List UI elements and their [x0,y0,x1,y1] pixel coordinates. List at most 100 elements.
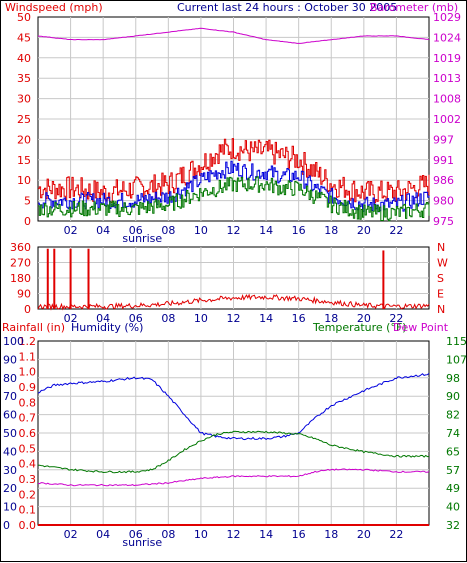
humidity-y-tick-label: 60 [3,409,17,422]
wind-panel-x-tick-label: 16 [292,224,306,237]
wind-panel-sunrise-label: sunrise [122,232,162,245]
rainfall-y-tick-label: 0.2 [19,488,37,501]
humidity-y-tick-label: 10 [3,501,17,514]
temperature-y-tick-label: 74 [446,427,460,440]
rainfall-y-tick-label: 1.1 [19,350,37,363]
compass-y-tick-label: E [437,288,444,301]
dew-point-axis-title: Dew Point [393,321,449,334]
temperature-y-tick-label: 107 [446,353,467,366]
barometer-y-tick-label: 997 [433,133,454,146]
temperature-y-tick-label: 32 [446,519,460,532]
wind-y-tick-label: 25 [17,113,31,126]
windspeed-axis-title: Windspeed (mph) [5,1,103,14]
wind-y-tick-label: 10 [17,174,31,187]
climate-panel-x-tick-label: 18 [324,528,338,541]
direction-panel-x-tick-label: 20 [357,312,371,325]
wind-minimum-line [38,176,430,222]
barometer-y-tick-label: 1002 [433,113,461,126]
temperature-y-tick-label: 57 [446,464,460,477]
direction-line [37,293,430,311]
wind-y-tick-label: 15 [17,154,31,167]
barometer-y-tick-label: 986 [433,174,454,187]
climate-panel-x-tick-label: 16 [292,528,306,541]
barometer-axis-title: Barometer (mb) [370,1,458,14]
temperature-y-tick-label: 40 [446,501,460,514]
barometer-y-tick-label: 1029 [433,11,461,24]
temperature-line [37,430,430,474]
rainfall-y-tick-label: 0.0 [19,519,37,532]
climate-panel-x-tick-label: 08 [161,528,175,541]
direction-panel-x-tick-label: 04 [96,312,110,325]
rainfall-y-tick-label: 0.1 [19,504,37,517]
temperature-y-tick-label: 65 [446,445,460,458]
rainfall-y-tick-label: 0.9 [19,381,37,394]
wind-panel-x-tick-label: 06 [129,224,143,237]
humidity-y-tick-label: 40 [3,445,17,458]
wind-panel-x-tick-label: 08 [161,224,175,237]
rainfall-y-tick-label: 0.4 [19,458,37,471]
humidity-y-tick-label: 20 [3,482,17,495]
direction-panel-x-tick-label: 18 [324,312,338,325]
temperature-y-tick-label: 98 [446,372,460,385]
barometer-y-tick-label: 975 [433,215,454,228]
direction-y-tick-label: 0 [24,303,31,316]
humidity-axis-title: Humidity (%) [71,321,143,334]
wind-gust-line [38,138,430,204]
wind-y-tick-label: 30 [17,93,31,106]
climate-panel-x-tick-label: 06 [129,528,143,541]
wind-panel-x-tick-label: 02 [64,224,78,237]
compass-y-tick-label: N [437,303,445,316]
climate-panel-x-tick-label: 12 [227,528,241,541]
humidity-y-tick-label: 30 [3,464,17,477]
humidity-line [37,373,430,441]
climate-panel-x-tick-label: 02 [64,528,78,541]
direction-y-tick-label: 90 [17,288,31,301]
barometer-y-tick-label: 1024 [433,31,461,44]
direction-panel-x-tick-label: 22 [389,312,403,325]
rainfall-y-tick-label: 0.7 [19,412,37,425]
wind-panel-x-tick-label: 10 [194,224,208,237]
rainfall-y-tick-label: 0.8 [19,396,37,409]
chart-title: Current last 24 hours : October 30 2005 [177,1,397,14]
chart-layer: 5045403530252015105010291024101910131008… [2,11,467,549]
rainfall-y-tick-label: 1.2 [19,335,37,348]
direction-panel-x-tick-label: 10 [194,312,208,325]
rainfall-y-tick-label: 0.6 [19,427,37,440]
wind-y-tick-label: 5 [24,195,31,208]
barometer-y-tick-label: 1008 [433,93,461,106]
humidity-y-tick-label: 70 [3,390,17,403]
barometer-y-tick-label: 1019 [433,52,461,65]
wind-y-tick-label: 20 [17,133,31,146]
wind-y-tick-label: 35 [17,72,31,85]
temperature-y-tick-label: 49 [446,482,460,495]
rainfall-y-tick-label: 0.3 [19,473,37,486]
wind-panel-x-tick-label: 20 [357,224,371,237]
wind-y-tick-label: 0 [24,215,31,228]
direction-panel-x-tick-label: 16 [292,312,306,325]
barometer-y-tick-label: 1013 [433,72,461,85]
humidity-y-tick-label: 90 [3,353,17,366]
wind-y-tick-label: 40 [17,52,31,65]
direction-panel-x-tick-label: 02 [64,312,78,325]
direction-y-tick-label: 180 [10,272,31,285]
wind-panel-x-tick-label: 18 [324,224,338,237]
temperature-y-tick-label: 82 [446,409,460,422]
barometer-y-tick-label: 980 [433,195,454,208]
humidity-y-tick-label: 80 [3,372,17,385]
climate-panel-x-tick-label: 04 [96,528,110,541]
temperature-y-tick-label: 115 [446,335,467,348]
wind-panel-x-tick-label: 22 [389,224,403,237]
climate-panel-x-tick-label: 10 [194,528,208,541]
wind-panel-x-tick-label: 12 [227,224,241,237]
compass-y-tick-label: S [437,272,444,285]
wind-y-tick-label: 50 [17,11,31,24]
temperature-axis-title: Temperature (°F) [312,321,407,334]
direction-y-tick-label: 360 [10,241,31,254]
wind-panel-x-tick-label: 04 [96,224,110,237]
rainfall-y-tick-label: 1.0 [19,366,37,379]
humidity-y-tick-label: 0 [3,519,10,532]
barometer-line [37,27,430,44]
compass-y-tick-label: N [437,241,445,254]
